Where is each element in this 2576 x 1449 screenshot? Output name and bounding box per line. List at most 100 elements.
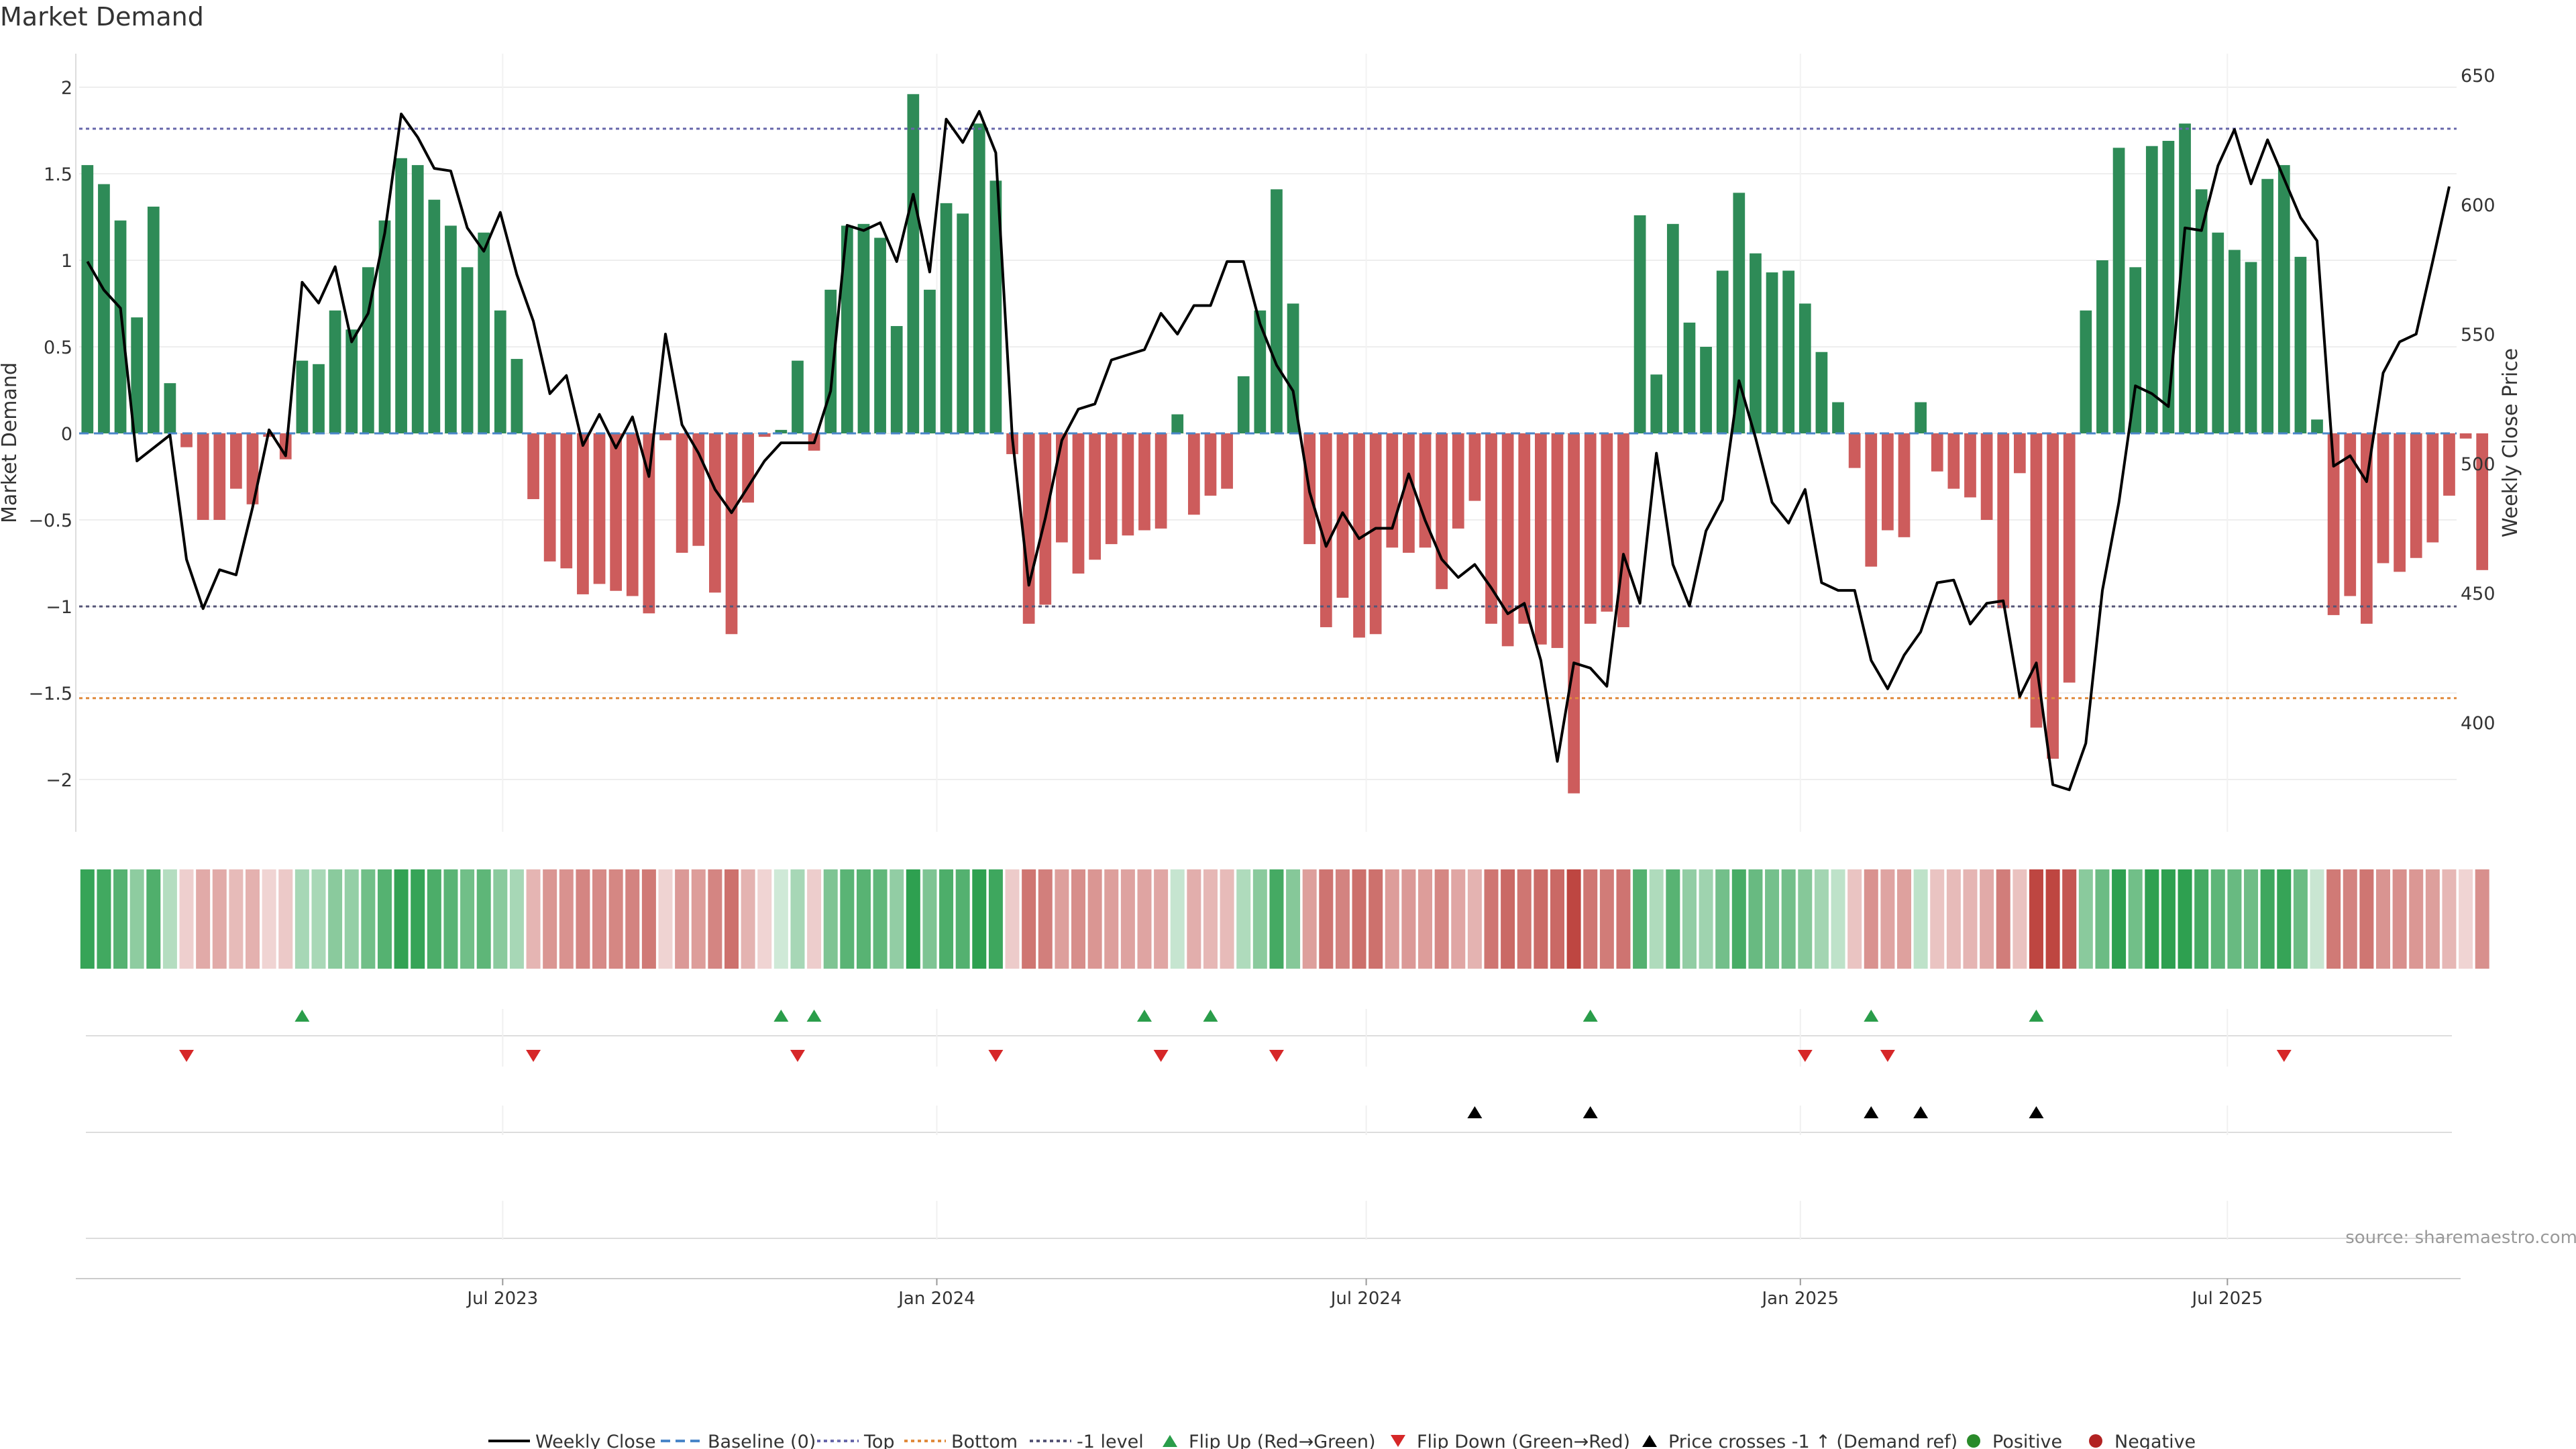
main-grid (79, 54, 2457, 832)
y-tick-label: 0 (61, 424, 72, 445)
heat-cell (1335, 869, 1350, 969)
flip-down-marker (1269, 1050, 1284, 1062)
demand-bar (1320, 433, 1332, 627)
demand-bar (1122, 433, 1134, 536)
demand-bar (2443, 433, 2455, 496)
heat-cell (1963, 869, 1978, 969)
heat-cell (2012, 869, 2027, 969)
heat-cell (641, 869, 656, 969)
heat-cell (608, 869, 623, 969)
heat-cell (625, 869, 640, 969)
price-cross-marker (2029, 1106, 2044, 1118)
heat-cell (1583, 869, 1598, 969)
heat-cell (922, 869, 937, 969)
heat-cell (1731, 869, 1746, 969)
demand-bar (1815, 352, 1828, 433)
heat-cell (2112, 869, 2127, 969)
demand-bar (775, 429, 788, 433)
y-tick-label: −2 (46, 770, 72, 791)
legend: Weekly Close Baseline (0) Top Bottom -1 leve… (488, 1432, 2196, 1449)
demand-bar (1403, 433, 1415, 553)
legend-label: Top (863, 1432, 895, 1449)
heat-cell (2128, 869, 2143, 969)
legend-label: Flip Down (Green→Red) (1417, 1432, 1630, 1449)
demand-bar (2459, 433, 2472, 439)
heat-cell (328, 869, 343, 969)
heat-cell (939, 869, 954, 969)
demand-bar (1105, 433, 1118, 545)
legend-swatch (2089, 1434, 2102, 1448)
demand-bar (1947, 433, 1960, 489)
demand-bar (676, 433, 688, 553)
heat-cell (1798, 869, 1813, 969)
demand-bar (792, 360, 804, 433)
heat-cell (1154, 869, 1169, 969)
legend-swatch (1391, 1435, 1405, 1447)
flip-down-marker (526, 1050, 541, 1062)
heat-cell (377, 869, 392, 969)
y2-tick-label: 450 (2461, 584, 2496, 604)
heat-cell (1236, 869, 1251, 969)
demand-bar (2361, 433, 2373, 624)
heat-cell (576, 869, 590, 969)
heat-cell (592, 869, 607, 969)
x-tick-label: Jul 2023 (466, 1289, 538, 1309)
demand-bar (2229, 250, 2241, 433)
flip-down-marker (1153, 1050, 1169, 1062)
heat-cell (460, 869, 475, 969)
y-tick-label: 2 (61, 78, 72, 99)
demand-bar (610, 433, 623, 591)
heat-cell (1269, 869, 1284, 969)
demand-bar (2145, 146, 2158, 433)
heat-cell (1467, 869, 1482, 969)
legend-label: Weekly Close (535, 1432, 656, 1449)
demand-bar (1915, 402, 1927, 433)
heat-cell (1401, 869, 1416, 969)
heat-cell (2409, 869, 2424, 969)
demand-bar (1931, 433, 1943, 472)
heat-cell (1715, 869, 1730, 969)
demand-bar (1980, 433, 1993, 520)
demand-bar (989, 180, 1002, 433)
demand-bar (81, 165, 94, 433)
heat-cell (675, 869, 690, 969)
legend-swatch (1967, 1434, 1980, 1448)
demand-bar (1171, 414, 1184, 433)
y2-axis-label: Weekly Close Price (2499, 348, 2522, 537)
heat-cell (1120, 869, 1135, 969)
flip-up-marker (2029, 1010, 2044, 1022)
heat-cell (724, 869, 739, 969)
flip-up-marker (1582, 1010, 1598, 1022)
heat-cell (1897, 869, 1912, 969)
heat-cell (1666, 869, 1680, 969)
heat-cell (443, 869, 458, 969)
demand-bar (2426, 433, 2439, 543)
heat-cell (1170, 869, 1185, 969)
price-series (86, 110, 2451, 792)
heat-cell (1252, 869, 1267, 969)
demand-bar (2047, 433, 2059, 759)
demand-bar (527, 433, 539, 500)
heat-cell (80, 869, 95, 969)
heat-cell (658, 869, 673, 969)
demand-bar (940, 203, 953, 433)
heat-cell (394, 869, 409, 969)
y-tick-labels: −2 −1.5 −1 −0.5 0 0.5 1 1.5 2 (28, 78, 72, 791)
y2-tick-label: 500 (2461, 454, 2496, 475)
demand-bar (874, 237, 886, 433)
heat-cell (1847, 869, 1862, 969)
demand-bar (1832, 402, 1844, 433)
demand-bar (445, 225, 457, 433)
heat-cell (1781, 869, 1796, 969)
heat-cell (543, 869, 557, 969)
demand-bar (1056, 433, 1068, 543)
heat-cell (2475, 869, 2489, 969)
demand-bar (1782, 270, 1795, 433)
heat-cell (1682, 869, 1697, 969)
heat-cell (1104, 869, 1119, 969)
heat-cell (1352, 869, 1366, 969)
heat-cell (1649, 869, 1664, 969)
heat-cell (2062, 869, 2077, 969)
heat-cell (988, 869, 1003, 969)
demand-bar (2344, 433, 2357, 596)
